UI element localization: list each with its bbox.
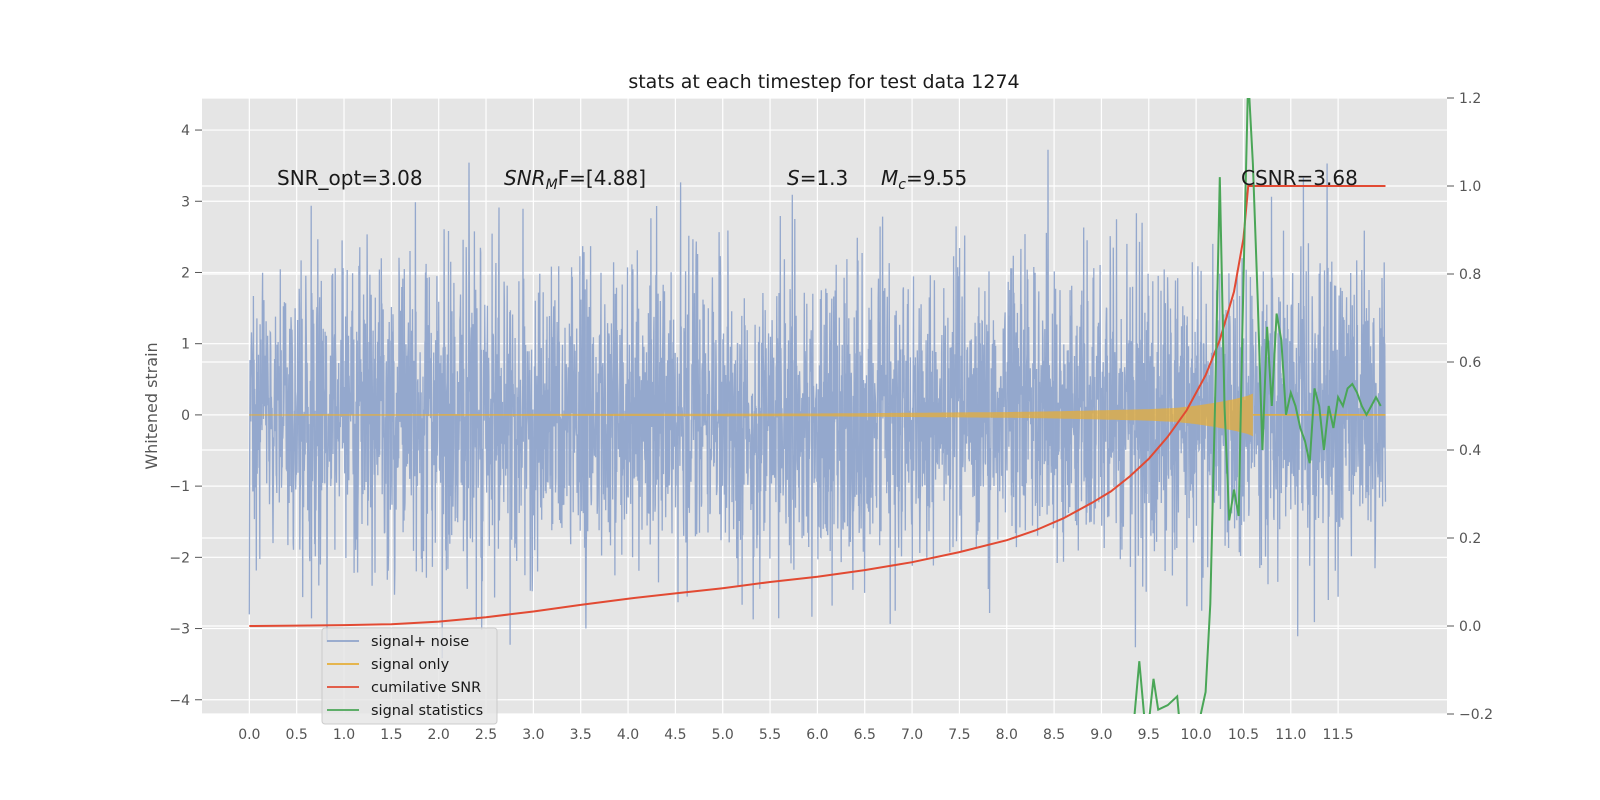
x-tick-label: 5.5 bbox=[759, 727, 781, 743]
x-tick-label: 2.0 bbox=[428, 727, 450, 743]
x-axis: 0.0 0.5 1.0 1.5 2.0 2.5 3.0 3.5 4.0 4.5 5.0 5.5 6.0 6… bbox=[238, 727, 1354, 743]
x-tick-label: 9.5 bbox=[1138, 727, 1160, 743]
legend: signal+ noise signal only cumilative SNR… bbox=[321, 627, 498, 725]
y2-tick-label: 1.0 bbox=[1459, 179, 1481, 195]
legend-label-signal-noise: signal+ noise bbox=[371, 634, 469, 650]
x-tick-label: 6.5 bbox=[854, 727, 876, 743]
x-tick-label: 7.0 bbox=[901, 727, 923, 743]
signal-only-envelope bbox=[249, 393, 1253, 437]
x-tick-label: 10.5 bbox=[1228, 727, 1259, 743]
x-tick-label: 8.5 bbox=[1043, 727, 1065, 743]
cumulative-snr-line bbox=[249, 185, 1386, 627]
cumulative-snr-series bbox=[249, 185, 1386, 627]
x-tick-label: 4.5 bbox=[664, 727, 686, 743]
y2-tick-label: 1.2 bbox=[1459, 91, 1481, 107]
x-tick-label: 7.5 bbox=[948, 727, 970, 743]
annotation-csnr: CSNR=3.68 bbox=[1241, 166, 1358, 190]
legend-label-signal-only: signal only bbox=[371, 657, 450, 673]
x-tick-label: 3.5 bbox=[570, 727, 592, 743]
y-tick-label: 1 bbox=[181, 337, 190, 353]
x-tick-label: 2.5 bbox=[475, 727, 497, 743]
x-tick-label: 4.0 bbox=[617, 727, 639, 743]
y-axis-left: −4 −3 −2 −1 0 1 2 3 4 bbox=[169, 123, 202, 709]
y-tick-label: 2 bbox=[181, 265, 190, 281]
annotation-mc: Mc=9.55 bbox=[881, 166, 967, 193]
y-axis-label: Whitened strain bbox=[142, 342, 161, 469]
annotation-s: S=1.3 bbox=[787, 166, 848, 190]
annotations: SNR_opt=3.08 SNRMF=[4.88] S=1.3 Mc=9.55 … bbox=[277, 166, 1358, 193]
y-axis-right: −0.2 0.0 0.2 0.4 0.6 0.8 1.0 1.2 bbox=[1447, 91, 1493, 723]
x-tick-label: 9.0 bbox=[1090, 727, 1112, 743]
y-tick-label: −2 bbox=[169, 550, 190, 566]
legend-label-signal-statistics: signal statistics bbox=[371, 703, 483, 719]
signal-statistics-series bbox=[1133, 98, 1382, 714]
annotation-snr-mf: SNRMF=[4.88] bbox=[504, 166, 646, 193]
y2-tick-label: 0.0 bbox=[1459, 619, 1481, 635]
y-tick-label: −3 bbox=[169, 622, 190, 638]
x-tick-label: 3.0 bbox=[522, 727, 544, 743]
x-tick-label: 6.0 bbox=[806, 727, 828, 743]
x-tick-label: 0.5 bbox=[286, 727, 308, 743]
x-tick-label: 0.0 bbox=[238, 727, 260, 743]
y-tick-label: 4 bbox=[181, 123, 190, 139]
chart-title: stats at each timestep for test data 127… bbox=[628, 71, 1019, 93]
y2-tick-label: 0.8 bbox=[1459, 267, 1481, 283]
y2-tick-label: 0.4 bbox=[1459, 443, 1481, 459]
y-tick-label: −1 bbox=[169, 479, 190, 495]
x-tick-label: 1.0 bbox=[333, 727, 355, 743]
data-layer bbox=[248, 98, 1387, 714]
legend-box bbox=[321, 627, 498, 725]
y-tick-label: 0 bbox=[181, 408, 190, 424]
signal-statistics-line bbox=[1133, 98, 1382, 714]
x-tick-label: 10.0 bbox=[1181, 727, 1212, 743]
y-tick-label: 3 bbox=[181, 194, 190, 210]
x-tick-label: 11.0 bbox=[1275, 727, 1306, 743]
legend-label-cumulative-snr: cumilative SNR bbox=[371, 680, 481, 696]
y2-tick-label: 0.2 bbox=[1459, 531, 1481, 547]
x-tick-label: 11.5 bbox=[1323, 727, 1354, 743]
x-tick-label: 5.0 bbox=[712, 727, 734, 743]
y2-tick-label: −0.2 bbox=[1459, 707, 1493, 723]
annotation-snr-opt: SNR_opt=3.08 bbox=[277, 166, 423, 190]
x-tick-label: 1.5 bbox=[380, 727, 402, 743]
x-tick-label: 8.0 bbox=[996, 727, 1018, 743]
y2-tick-label: 0.6 bbox=[1459, 355, 1481, 371]
y-tick-label: −4 bbox=[169, 693, 190, 709]
